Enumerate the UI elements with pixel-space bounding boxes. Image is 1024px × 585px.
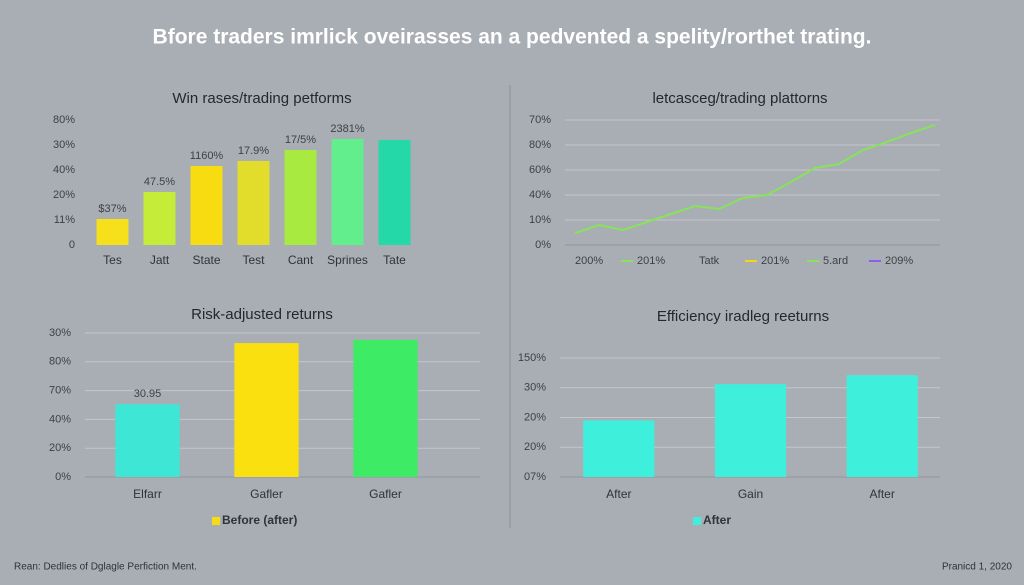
- bar-annotation: 17/5%: [285, 134, 316, 146]
- x-tick-label: Cant: [288, 253, 314, 267]
- y-tick-label: 20%: [524, 441, 546, 453]
- bar: [143, 192, 176, 245]
- x-tick-label: After: [869, 487, 894, 501]
- y-tick-label: 0%: [535, 239, 551, 251]
- x-tick-label: Elfarr: [133, 487, 162, 501]
- x-tick-label: Gafler: [369, 487, 402, 501]
- x-tick-label: Sprines: [327, 253, 368, 267]
- y-tick-label: 0: [69, 239, 75, 251]
- bar: [846, 375, 918, 477]
- x-tick-label: After: [606, 487, 631, 501]
- y-tick-label: 10%: [529, 214, 551, 226]
- y-tick-label: 30%: [53, 139, 75, 151]
- chart-title: Efficiency iradleg reeturns: [657, 308, 829, 325]
- bar: [115, 404, 180, 477]
- bar: [96, 219, 129, 245]
- y-tick-label: 80%: [529, 139, 551, 151]
- x-tick-label: Test: [242, 253, 265, 267]
- page-title: Bfore traders imrlick oveirasses an a pe…: [153, 26, 872, 49]
- bar: [237, 161, 270, 245]
- x-tick-label: Tate: [383, 253, 406, 267]
- legend-label: After: [703, 513, 731, 527]
- line-series: [574, 124, 936, 234]
- legend-label: Before (after): [222, 513, 297, 527]
- y-tick-label: 70%: [49, 385, 71, 397]
- legend-label: 200%: [575, 255, 603, 267]
- chart-title: Risk-adjusted returns: [191, 306, 333, 323]
- y-tick-label: 40%: [529, 189, 551, 201]
- y-tick-label: 80%: [49, 356, 71, 368]
- legend-label: 5.ard: [823, 255, 848, 267]
- bar: [353, 339, 418, 477]
- bar: [378, 140, 411, 245]
- bar-annotation: 47.5%: [144, 176, 175, 188]
- y-tick-label: 07%: [524, 471, 546, 483]
- legend-marker: [212, 517, 220, 525]
- y-tick-label: 60%: [529, 164, 551, 176]
- legend-label: Tatk: [699, 255, 720, 267]
- bar-annotation: $37%: [98, 203, 126, 215]
- y-tick-label: 11%: [54, 214, 75, 226]
- bar: [284, 150, 317, 245]
- legend-label: 201%: [761, 255, 789, 267]
- x-tick-label: Tes: [103, 253, 122, 267]
- bar: [714, 384, 787, 477]
- y-tick-label: 20%: [53, 189, 75, 201]
- x-tick-label: Gain: [738, 487, 763, 501]
- bar: [190, 166, 223, 245]
- y-tick-label: 20%: [49, 442, 71, 454]
- bar-annotation: 17.9%: [238, 145, 269, 157]
- y-tick-label: 30%: [49, 327, 71, 339]
- bar: [583, 420, 655, 477]
- bar-annotation: 2381%: [330, 123, 364, 135]
- chart-title: Win rases/trading petforms: [172, 90, 351, 107]
- bar-annotation: 30.95: [134, 388, 162, 400]
- y-tick-label: 150%: [518, 352, 546, 364]
- bar-annotation: 1160%: [190, 150, 224, 162]
- x-tick-label: Gafler: [250, 487, 283, 501]
- bar: [234, 343, 299, 477]
- y-tick-label: 70%: [529, 114, 551, 126]
- footer-left: Rean: Dedlies of Dglagle Perfiction Ment…: [14, 562, 197, 573]
- legend-marker: [693, 517, 701, 525]
- legend-label: 209%: [885, 255, 913, 267]
- y-tick-label: 0%: [55, 471, 71, 483]
- x-tick-label: Jatt: [150, 253, 170, 267]
- footer-right: Pranicd 1, 2020: [942, 562, 1012, 573]
- y-tick-label: 30%: [524, 382, 546, 394]
- y-tick-label: 80%: [53, 114, 75, 126]
- legend-label: 201%: [637, 255, 665, 267]
- y-tick-label: 20%: [524, 411, 546, 423]
- bar: [331, 139, 364, 245]
- chart-title: letcasceg/trading plattorns: [652, 90, 827, 107]
- x-tick-label: State: [192, 253, 220, 267]
- y-tick-label: 40%: [49, 413, 71, 425]
- y-tick-label: 40%: [53, 164, 75, 176]
